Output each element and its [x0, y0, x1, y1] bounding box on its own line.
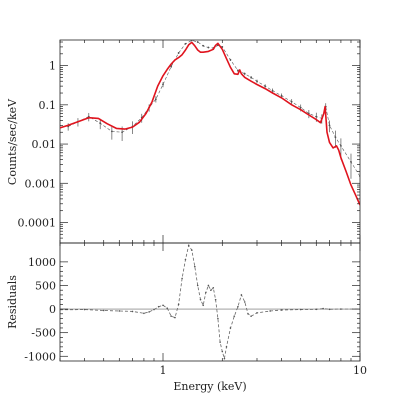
- residual-point: [131, 310, 134, 313]
- residual-point: [174, 316, 176, 319]
- residual-point: [170, 315, 172, 317]
- residual-point: [250, 315, 252, 317]
- x-axis-label: Energy (keV): [173, 380, 246, 393]
- residual-point: [210, 289, 212, 292]
- spectrum-y-tick-label: 0.01: [32, 138, 57, 151]
- spectrum-y-tick-label: 0.001: [25, 177, 57, 190]
- y-axis-label-residuals: Residuals: [6, 275, 19, 329]
- residual-point: [148, 311, 150, 313]
- residuals-panel-frame: [59, 242, 361, 362]
- residuals-y-tick-label: 1000: [28, 256, 56, 269]
- residual-point: [166, 307, 168, 309]
- spectrum-plot-area: [60, 40, 360, 206]
- residual-point: [162, 304, 164, 307]
- spectrum-y-tick-label: 0.0001: [18, 216, 57, 229]
- residual-point: [83, 308, 86, 311]
- residual-point: [233, 315, 236, 317]
- residual-point: [280, 309, 283, 311]
- residual-point: [299, 308, 302, 311]
- residual-point: [225, 346, 228, 348]
- residual-point: [187, 244, 190, 247]
- residuals-y-tick-label: -1000: [24, 350, 56, 363]
- residual-point: [269, 310, 271, 312]
- residual-point: [118, 310, 121, 312]
- residual-point: [214, 298, 217, 301]
- residual-point: [153, 308, 155, 311]
- residual-point: [221, 350, 224, 353]
- residual-point: [212, 287, 215, 289]
- residuals-y-tick-label: -500: [31, 327, 56, 340]
- residual-point: [143, 312, 145, 315]
- x-tick-label: 1: [160, 364, 167, 377]
- residuals-y-tick-label: 500: [35, 279, 56, 292]
- residual-point: [207, 284, 210, 287]
- residual-point: [237, 305, 239, 308]
- residual-point: [322, 307, 324, 310]
- residual-point: [340, 308, 342, 310]
- residual-point: [247, 313, 249, 315]
- residual-point: [229, 327, 232, 329]
- residual-point: [193, 265, 196, 268]
- residual-point: [102, 309, 105, 312]
- residual-point: [177, 303, 180, 306]
- y-axis-label-spectrum: Counts/sec/keV: [6, 98, 19, 185]
- residual-point: [328, 308, 331, 311]
- residuals-plot-area: [60, 244, 360, 360]
- residual-point: [315, 308, 318, 311]
- residuals-line: [60, 244, 360, 359]
- data-point: [328, 124, 331, 127]
- residual-point: [190, 249, 193, 251]
- residual-point: [243, 301, 246, 303]
- spectrum-y-tick-label: 0.1: [39, 99, 57, 112]
- residual-point: [202, 304, 205, 307]
- residual-point: [196, 284, 199, 287]
- model-line: [60, 41, 360, 206]
- residuals-y-tick-label: 0: [49, 303, 56, 316]
- residual-point: [184, 258, 187, 261]
- residual-point: [219, 341, 221, 343]
- residual-point: [217, 317, 219, 320]
- residual-point: [223, 357, 226, 360]
- axis-ticks: [59, 40, 361, 361]
- residual-point: [157, 305, 160, 308]
- x-tick-label: 10: [353, 364, 367, 377]
- residual-point: [240, 294, 243, 296]
- residual-point: [199, 298, 202, 301]
- residual-point: [181, 277, 183, 280]
- residual-point: [256, 312, 258, 314]
- spectrum-y-tick-label: 1: [49, 60, 56, 73]
- residual-point: [205, 291, 207, 294]
